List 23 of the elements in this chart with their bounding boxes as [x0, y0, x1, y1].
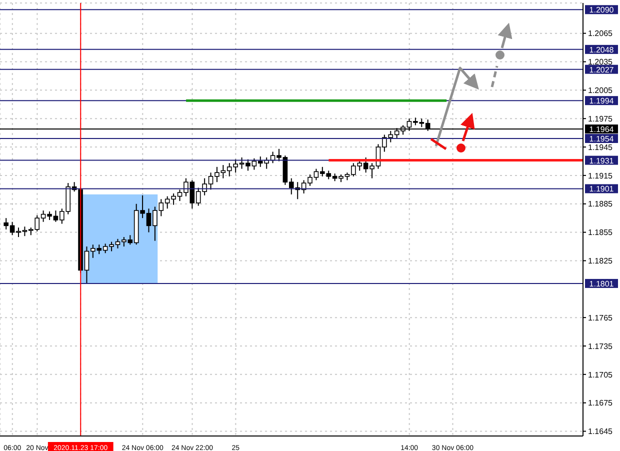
ref-line-label: 1.1954 [589, 134, 614, 144]
y-tick-label: 1.1945 [588, 142, 614, 152]
y-tick-label: 1.2065 [588, 29, 614, 38]
y-tick-label: 1.1705 [588, 370, 614, 380]
ref-line-label: 1.1931 [589, 156, 614, 166]
y-tick-label: 1.1975 [588, 114, 614, 124]
ref-line-label: 1.2027 [589, 65, 614, 74]
y-tick-label: 1.1675 [588, 398, 614, 408]
ref-line-label: 1.1901 [589, 184, 614, 194]
y-tick-label: 1.1765 [588, 313, 614, 322]
y-tick-label: 1.2035 [588, 58, 614, 67]
y-tick-label: 1.1915 [588, 171, 614, 180]
y-tick-label: 1.1645 [588, 427, 614, 436]
ref-line-label: 1.1994 [589, 96, 614, 106]
y-tick-label: 1.2005 [588, 86, 614, 96]
y-tick-label: 1.1735 [588, 342, 614, 351]
ref-line-label: 1.2090 [589, 6, 614, 15]
y-tick-label: 1.1825 [588, 256, 614, 266]
ref-line-label: 1.1964 [589, 125, 614, 134]
y-tick-label: 1.1885 [588, 200, 614, 209]
y-tick-label: 1.1855 [588, 228, 614, 238]
ref-line-label: 1.1801 [589, 279, 614, 288]
ref-line-label: 1.2048 [589, 45, 614, 54]
